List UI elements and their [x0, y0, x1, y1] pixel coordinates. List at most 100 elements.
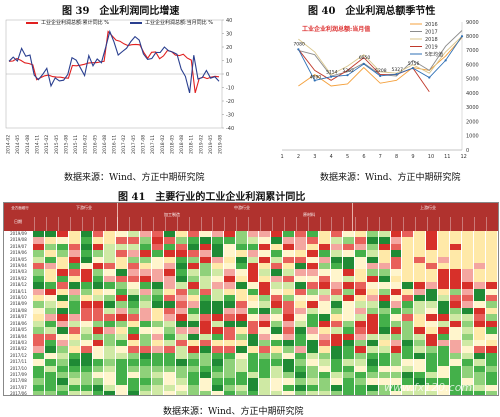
heat-cell [342, 352, 355, 360]
row-date: 2019/07 [4, 243, 33, 251]
heat-cell [103, 243, 117, 251]
heat-cell [175, 263, 188, 270]
heat-cell [127, 371, 141, 379]
heat-cell [235, 378, 248, 385]
heat-cell [211, 352, 224, 360]
heat-cell [32, 378, 45, 385]
heat-cell [378, 250, 391, 257]
heat-cell [103, 288, 117, 296]
heat-cell [390, 314, 403, 321]
heat-cell [115, 231, 129, 238]
heat-cell [235, 352, 248, 360]
column-header-cell [93, 217, 105, 231]
heat-cell [115, 333, 129, 340]
heat-cell [282, 237, 296, 244]
heat-cell [366, 391, 379, 395]
table-row: 2019/04 [4, 263, 498, 270]
heat-cell [80, 250, 93, 257]
heat-cell [235, 339, 248, 347]
heat-cell [473, 250, 486, 257]
heat-cell [282, 288, 296, 296]
heat-cell [151, 295, 165, 302]
heat-cell [56, 320, 69, 328]
heat-cell [318, 231, 331, 238]
avg-marker [395, 73, 398, 76]
heat-cell [80, 371, 93, 379]
heat-cell [247, 231, 260, 238]
heat-cell [270, 307, 284, 315]
heat-cell [235, 307, 248, 315]
heat-cell [318, 237, 331, 244]
heat-cell [127, 378, 141, 385]
y-tick-label: 3000 [466, 105, 479, 111]
heat-cell [378, 359, 391, 366]
y-tick-label: 10 [226, 58, 232, 64]
heat-cell [223, 352, 236, 360]
heat-cell [211, 384, 224, 392]
heat-cell [270, 263, 284, 270]
heat-cell [437, 378, 451, 385]
heat-cell [199, 243, 212, 251]
heat-cell [235, 346, 248, 353]
heat-cell [342, 275, 355, 283]
heat-cell [247, 371, 260, 379]
heat-cell [199, 256, 212, 264]
heat-cell [282, 307, 296, 315]
heat-cell [187, 250, 200, 257]
heat-cell [401, 378, 415, 385]
heat-cell [294, 269, 308, 276]
y-tick-label: 5000 [466, 77, 479, 83]
heat-cell [175, 371, 188, 379]
heat-cell [461, 288, 475, 296]
heat-cell [139, 333, 153, 340]
heat-cell [425, 250, 439, 257]
heat-cell [139, 314, 153, 321]
heat-cell [235, 237, 248, 244]
fig39-source: 数据来源：Wind、方正中期研究院 [64, 173, 205, 183]
heat-cell [378, 275, 391, 283]
heat-cell [282, 250, 296, 257]
heat-cell [366, 365, 379, 372]
y-tick-label: 7000 [466, 48, 479, 54]
heat-cell [211, 288, 224, 296]
heat-cell [354, 275, 367, 283]
heat-cell [294, 282, 308, 289]
heat-cell [44, 301, 57, 308]
heat-cell [151, 231, 165, 238]
heat-cell [235, 263, 248, 270]
group-downstream: 下游行业 [76, 205, 92, 210]
heat-cell [390, 391, 403, 395]
heat-cell [127, 359, 141, 366]
heat-cell [199, 333, 212, 340]
heat-cell [247, 327, 260, 334]
heat-cell [306, 256, 320, 264]
heat-cell [235, 327, 248, 334]
heat-cell [223, 327, 236, 334]
heat-cell [473, 301, 486, 308]
heat-cell [270, 346, 284, 353]
heat-cell [44, 237, 57, 244]
heat-cell [401, 371, 415, 379]
heat-cell [68, 320, 81, 328]
heat-cell [306, 371, 320, 379]
heat-cell [235, 288, 248, 296]
column-header-cell [271, 217, 284, 231]
column-header-cell [379, 217, 391, 231]
group-divider [352, 203, 353, 231]
heat-cell [306, 250, 320, 257]
heat-cell [56, 314, 69, 321]
row-date: 2017/10 [4, 365, 33, 372]
heat-cell [270, 352, 284, 360]
heat-cell [151, 365, 165, 372]
heat-cell [425, 231, 439, 238]
heat-cell [282, 263, 296, 270]
heat-cell [390, 384, 403, 392]
heat-cell [461, 231, 475, 238]
heat-cell [258, 314, 272, 321]
avg-marker [346, 74, 349, 77]
heat-cell [378, 237, 391, 244]
heat-cell [354, 327, 367, 334]
heat-cell [461, 391, 475, 395]
heat-cell [330, 378, 343, 385]
heat-cell [199, 378, 212, 385]
